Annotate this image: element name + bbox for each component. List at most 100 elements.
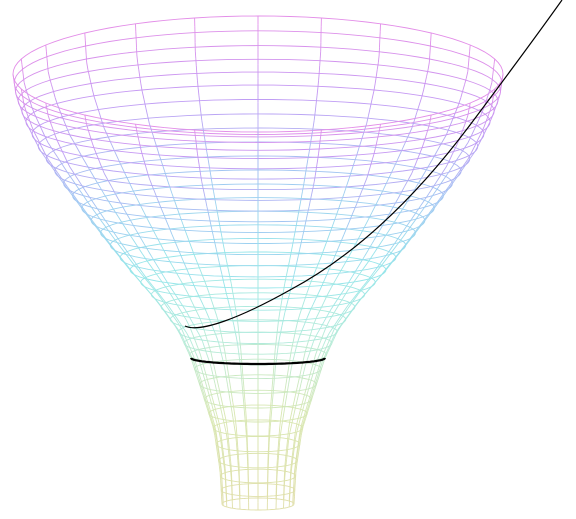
mesh-meridian-segment (482, 129, 487, 138)
mesh-meridian-segment (47, 64, 49, 72)
mesh-meridian-segment (371, 236, 377, 244)
mesh-meridian-segment (268, 434, 271, 443)
mesh-meridian-segment (243, 402, 245, 411)
mesh-meridian-segment (221, 274, 224, 282)
mesh-meridian-segment (207, 410, 211, 419)
mesh-meridian-segment (428, 55, 431, 63)
mesh-meridian-segment (443, 171, 450, 180)
mesh-meridian-segment (474, 120, 479, 129)
mesh-meridian-segment (211, 416, 215, 425)
mesh-meridian-segment (469, 102, 471, 107)
mesh-meridian-segment (180, 301, 185, 309)
mesh-meridian-segment (37, 138, 42, 146)
mesh-meridian-segment (330, 335, 335, 343)
mesh-meridian-segment (195, 309, 200, 318)
mesh-meridian-segment (139, 204, 145, 213)
mesh-meridian-segment (198, 334, 203, 342)
mesh-meridian-segment (292, 336, 295, 344)
mesh-meridian-segment (330, 339, 335, 347)
mesh-meridian-segment (338, 297, 344, 306)
mesh-meridian-segment (196, 261, 201, 270)
mesh-meridian-segment (237, 344, 239, 351)
mesh-meridian-segment (239, 342, 242, 350)
mesh-meridian-segment (477, 132, 483, 140)
mesh-meridian-segment (312, 364, 317, 373)
mesh-meridian-segment (227, 429, 229, 440)
mesh-meridian-segment (196, 376, 201, 386)
mesh-meridian-segment (339, 288, 345, 296)
mesh-meridian-segment (194, 351, 199, 358)
mesh-meridian-segment (23, 116, 27, 124)
mesh-meridian-segment (269, 401, 272, 411)
mesh-meridian-segment (421, 143, 425, 149)
mesh-meridian-segment (218, 430, 222, 440)
mesh-meridian-segment (283, 385, 287, 395)
mesh-meridian-segment (290, 280, 294, 288)
mesh-meridian-segment (318, 144, 321, 149)
mesh-meridian-segment (184, 336, 189, 344)
mesh-meridian-segment (190, 349, 195, 357)
mesh-meridian-segment (383, 231, 389, 240)
mesh-meridian-segment (271, 402, 273, 411)
mesh-meridian-segment (234, 306, 237, 315)
mesh-meridian-segment (297, 249, 301, 256)
mesh-meridian-segment (26, 122, 31, 131)
mesh-meridian-segment (202, 362, 206, 372)
mesh-meridian-segment (269, 418, 272, 427)
mesh-meridian-segment (153, 297, 161, 306)
mesh-meridian-segment (238, 335, 241, 343)
mesh-meridian-segment (124, 262, 131, 271)
mesh-meridian-segment (347, 298, 354, 306)
mesh-meridian-segment (195, 328, 200, 336)
mesh-meridian-segment (300, 374, 304, 384)
mesh-meridian-segment (302, 418, 307, 427)
mesh-meridian-segment (291, 450, 294, 460)
mesh-meridian-segment (196, 291, 201, 299)
mesh-meridian-segment (88, 133, 92, 139)
mesh-meridian-segment (292, 274, 295, 282)
mesh-meridian-segment (140, 83, 143, 92)
mesh-meridian-segment (52, 91, 56, 98)
mesh-meridian-segment (103, 128, 109, 137)
mesh-meridian-segment (299, 424, 303, 434)
mesh-meridian-segment (415, 205, 421, 213)
mesh-meridian-segment (276, 328, 279, 336)
mesh-meridian-segment (136, 230, 141, 238)
mesh-meridian-segment (221, 440, 224, 451)
mesh-meridian-segment (489, 116, 493, 124)
mesh-meridian-segment (284, 468, 287, 478)
mesh-meridian-segment (171, 234, 176, 241)
mesh-meridian-segment (346, 177, 350, 187)
mesh-meridian-segment (462, 142, 469, 151)
mesh-meridian-segment (301, 416, 305, 425)
mesh-meridian-segment (468, 106, 471, 110)
mesh-meridian-segment (335, 272, 341, 281)
mesh-meridian-segment (201, 387, 205, 397)
mesh-meridian-segment (190, 279, 195, 286)
mesh-meridian-segment (237, 328, 240, 336)
mesh-meridian-segment (404, 179, 409, 187)
mesh-meridian-segment (477, 113, 483, 122)
mesh-meridian-segment (329, 223, 334, 232)
mesh-meridian-segment (101, 233, 108, 241)
mesh-meridian-segment (277, 460, 279, 470)
mesh-meridian-segment (202, 128, 205, 137)
mesh-meridian-segment (195, 139, 197, 145)
mesh-meridian-segment (50, 164, 56, 173)
mesh-meridian-segment (235, 442, 238, 452)
mesh-meridian-segment (174, 240, 178, 248)
mesh-meridian-segment (269, 410, 271, 419)
mesh-meridian-segment (315, 95, 318, 105)
mesh-meridian-segment (467, 58, 470, 66)
mesh-meridian-segment (495, 99, 499, 106)
mesh-meridian-segment (381, 267, 388, 275)
mesh-meridian-segment (206, 151, 209, 160)
mesh-meridian-segment (98, 112, 103, 121)
mesh-meridian-segment (205, 311, 210, 318)
mesh-meridian-segment (224, 252, 227, 261)
mesh-meridian-segment (211, 406, 215, 415)
mesh-meridian-segment (40, 150, 46, 159)
mesh-meridian-segment (198, 317, 203, 325)
mesh-meridian-segment (221, 336, 224, 344)
mesh-meridian-segment (489, 104, 493, 111)
